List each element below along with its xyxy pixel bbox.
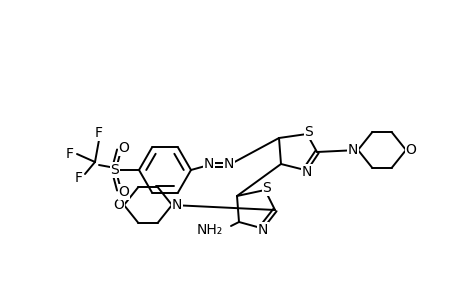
Text: N: N	[203, 157, 214, 171]
Text: F: F	[75, 171, 83, 185]
Text: N: N	[257, 223, 268, 237]
Text: S: S	[110, 163, 119, 177]
Text: N: N	[224, 157, 234, 171]
Text: NH₂: NH₂	[196, 223, 223, 237]
Text: N: N	[301, 165, 312, 179]
Text: S: S	[262, 181, 271, 195]
Text: O: O	[405, 143, 415, 157]
Text: S: S	[304, 125, 313, 139]
Text: N: N	[172, 198, 182, 212]
Text: N: N	[347, 143, 358, 157]
Text: O: O	[118, 185, 129, 199]
Text: O: O	[113, 198, 124, 212]
Text: F: F	[95, 126, 103, 140]
Text: F: F	[66, 147, 74, 161]
Text: O: O	[118, 141, 129, 155]
